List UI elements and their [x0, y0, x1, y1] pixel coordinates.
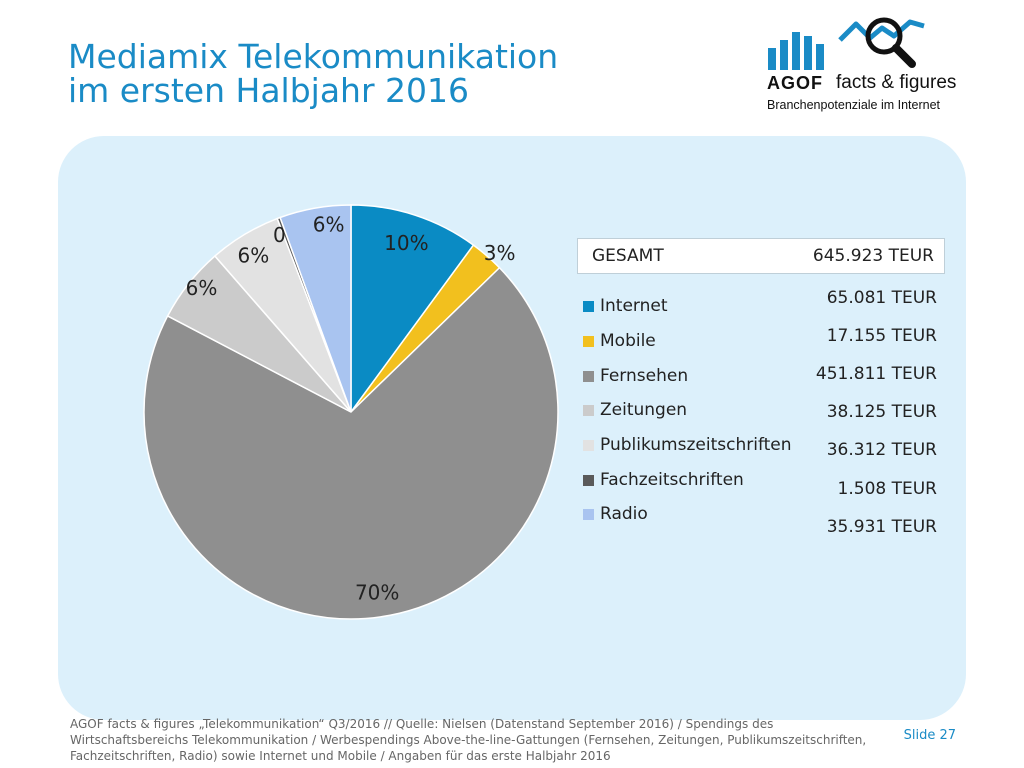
pie-label-mobile: 3%: [484, 241, 516, 265]
legend-item-mobile: Mobile 17.155 TEUR: [583, 326, 943, 353]
legend-value: 38.125 TEUR: [826, 402, 937, 422]
legend-swatch: [583, 475, 594, 486]
slide-title-line1: Mediamix Telekommunikation: [68, 37, 559, 76]
agof-logo: AGOF facts & figures Branchenpotenziale …: [762, 12, 962, 116]
agof-bars-magnifier-icon: [768, 17, 925, 70]
legend-item-zeitungen: Zeitungen 38.125 TEUR: [583, 400, 943, 422]
pie-label-fernsehen: 70%: [355, 580, 399, 604]
legend-label: Internet: [600, 296, 668, 316]
slide-number: Slide 27: [903, 728, 956, 743]
total-box: GESAMT 645.923 TEUR: [577, 238, 945, 274]
legend-item-publikumszeitschriften: Publikumszeitschriften 36.312 TEUR: [583, 435, 943, 460]
slide-title: Mediamix Telekommunikation im ersten Hal…: [68, 40, 558, 108]
legend-label: Publikumszeitschriften: [600, 435, 792, 455]
pie-slice-radio: [279, 204, 352, 413]
legend-swatch: [583, 509, 594, 520]
legend-item-internet: Internet 65.081 TEUR: [583, 288, 943, 318]
legend-item-radio: Radio 35.931 TEUR: [583, 504, 943, 537]
pie-label-radio: 6%: [313, 213, 345, 237]
legend-swatch: [583, 440, 594, 451]
legend-value: 36.312 TEUR: [826, 440, 937, 460]
legend-swatch: [583, 336, 594, 347]
pie-slice-internet: [350, 204, 475, 415]
legend-item-fachzeitschriften: Fachzeitschriften 1.508 TEUR: [583, 470, 943, 499]
logo-subtitle: Branchenpotenziale im Internet: [767, 98, 941, 112]
pie-slice-fernsehen: [143, 266, 559, 620]
pie-label-publikumszeitschriften: 6%: [237, 243, 269, 267]
legend-value: 1.508 TEUR: [837, 479, 937, 499]
legend-value: 65.081 TEUR: [826, 288, 937, 308]
legend-label: Zeitungen: [600, 400, 688, 420]
legend-label: Fernsehen: [600, 366, 689, 386]
slide-title-line2: im ersten Halbjahr 2016: [68, 71, 470, 110]
legend-swatch: [583, 405, 594, 416]
logo-tagline: facts & figures: [836, 72, 957, 93]
legend-label: Radio: [600, 504, 648, 524]
legend-swatch: [583, 301, 594, 312]
legend-swatch: [583, 371, 594, 382]
logo-brand: AGOF: [767, 73, 823, 93]
legend-item-fernsehen: Fernsehen 451.811 TEUR: [583, 364, 943, 388]
pie-label-internet: 10%: [384, 231, 428, 255]
legend-label: Fachzeitschriften: [600, 470, 744, 490]
legend-label: Mobile: [600, 331, 656, 351]
total-value: 645.923 TEUR: [812, 246, 934, 266]
legend-value: 35.931 TEUR: [826, 517, 937, 537]
source-footnote: AGOF facts & figures „Telekommunikation“…: [70, 717, 867, 763]
total-label: GESAMT: [592, 246, 664, 266]
pie-label-zeitungen: 6%: [186, 276, 218, 300]
legend-value: 17.155 TEUR: [826, 326, 937, 346]
legend-value: 451.811 TEUR: [815, 364, 937, 384]
